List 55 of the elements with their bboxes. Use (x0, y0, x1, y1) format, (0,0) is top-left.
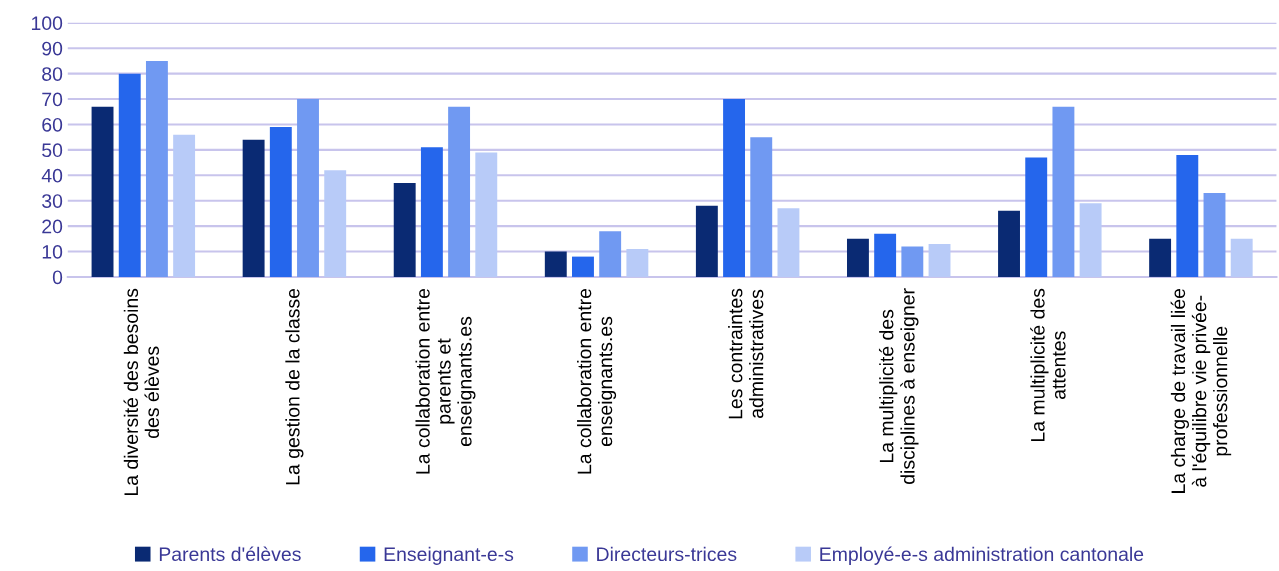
bar (1025, 157, 1048, 277)
bar (91, 106, 114, 277)
bar (393, 182, 416, 277)
bar (1079, 203, 1102, 277)
bar (846, 238, 869, 277)
y-tick-label: 0 (52, 270, 63, 285)
bar (1230, 238, 1253, 277)
bar (695, 205, 718, 277)
x-tick-label: La collaboration entre parents et enseignants.es (415, 288, 476, 474)
y-tick-label: 60 (42, 117, 63, 132)
y-tick-label: 50 (42, 143, 63, 158)
bar (750, 137, 773, 277)
x-tick-label: La gestion de la classe (285, 288, 304, 485)
bar (297, 99, 319, 277)
y-tick-label: 40 (41, 168, 63, 183)
bar (420, 147, 443, 277)
bar (242, 139, 265, 277)
legend-label: Parents d'élèves (159, 546, 301, 562)
bar (777, 208, 800, 277)
bar (448, 106, 471, 277)
x-tick-label: La charge de travail liée à l'équilibre vie privée- professionnelle (1170, 288, 1232, 493)
x-tick-label: La multiplicité des disciplines à enseigner (878, 288, 919, 484)
x-tick-label: La collaboration entre enseignants.es (577, 288, 617, 474)
y-tick-label: 100 (31, 16, 63, 31)
legend-label: Enseignant-e-s (384, 546, 514, 565)
bar (118, 73, 141, 277)
bar (145, 60, 168, 277)
y-tick-label: 30 (42, 194, 63, 208)
bar (1052, 106, 1075, 277)
bar (599, 231, 622, 277)
x-tick-label: La diversité des besoins des élèves (123, 288, 160, 496)
bar (1149, 238, 1172, 277)
legend-label: Directeurs-trices (597, 546, 737, 562)
bar (173, 134, 196, 277)
bar (544, 251, 567, 277)
bar (1176, 154, 1199, 277)
bar (475, 152, 498, 277)
bar (626, 248, 649, 277)
bar (269, 127, 292, 277)
x-tick-label: La multiplicité des attentes (1030, 288, 1066, 441)
y-tick-label: 20 (42, 219, 63, 234)
y-tick-label: 10 (42, 244, 63, 259)
y-tick-label: 70 (42, 92, 63, 107)
bar (928, 243, 951, 277)
bar (874, 233, 897, 277)
y-tick-label: 90 (42, 41, 63, 56)
legend-label: Employé-e-s administration cantonale (820, 546, 1144, 565)
bar (1203, 193, 1226, 277)
bar (324, 170, 347, 277)
bar (572, 256, 594, 277)
bar (723, 99, 746, 277)
y-tick-label: 80 (42, 67, 63, 81)
x-tick-label: Les contraintes administratives (728, 288, 764, 419)
bar (998, 210, 1020, 277)
bar (901, 246, 924, 277)
